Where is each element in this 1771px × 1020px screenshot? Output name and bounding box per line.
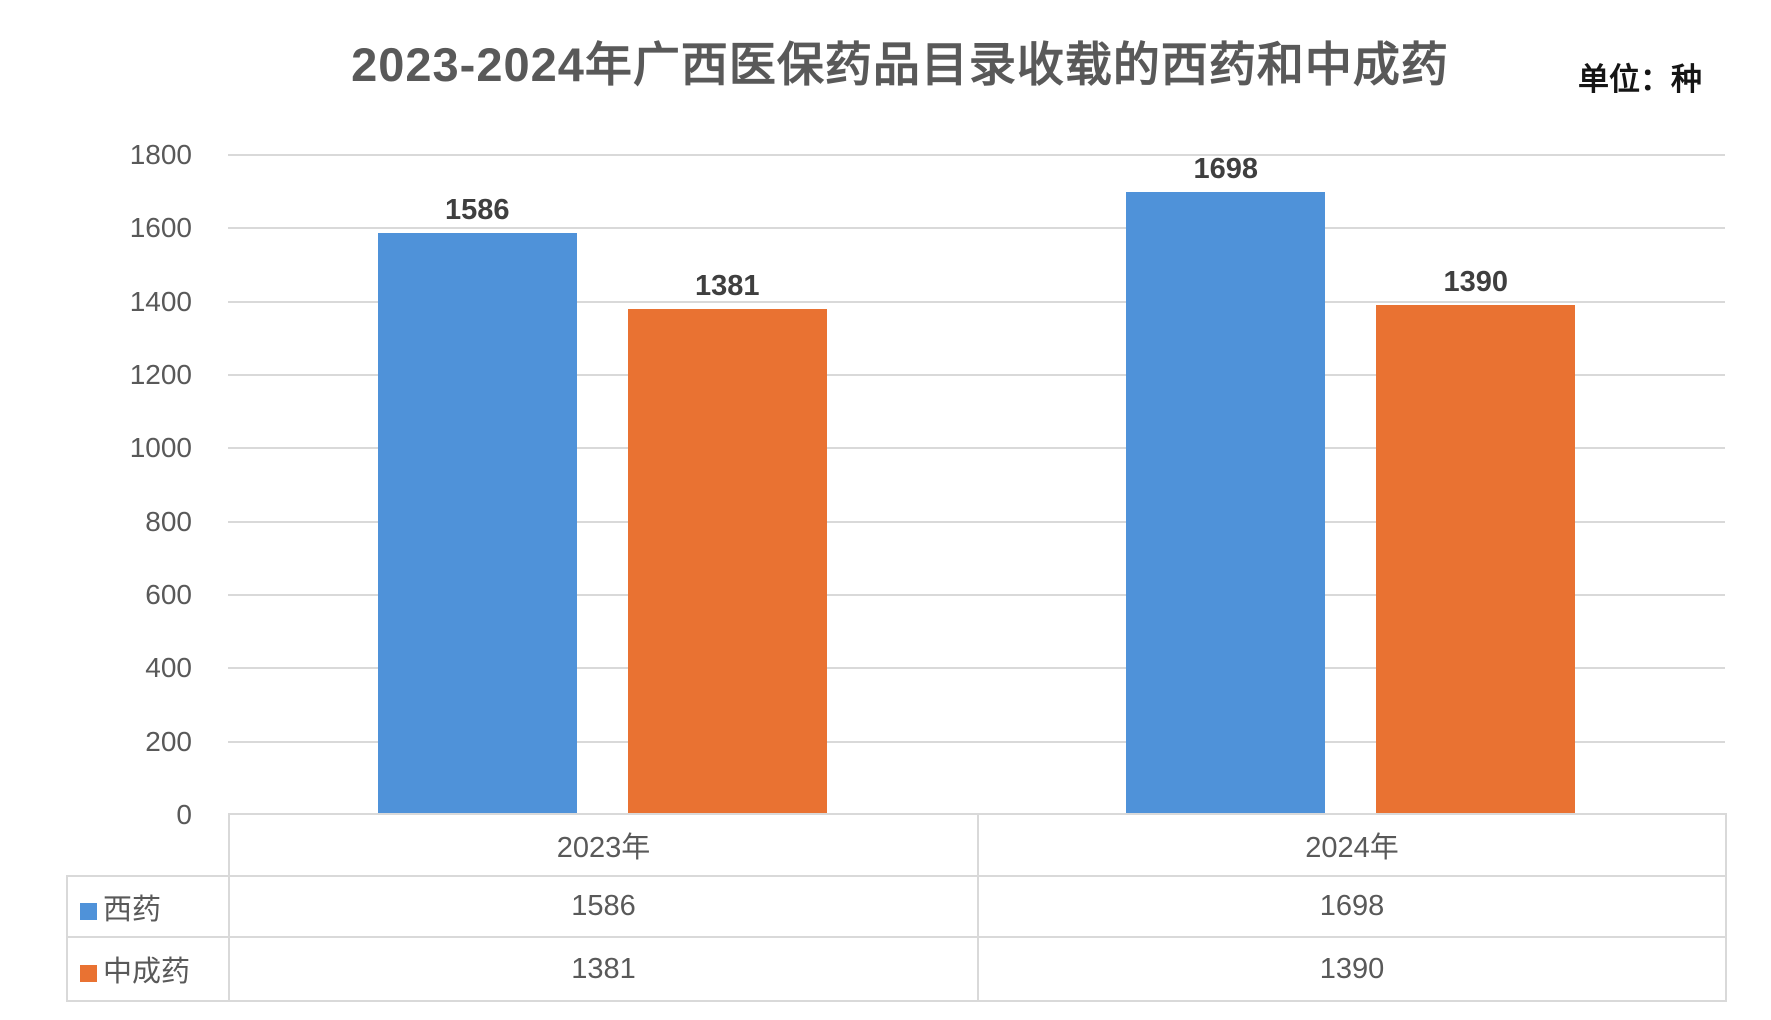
zhongchengyao-legend-swatch bbox=[80, 965, 97, 982]
y-axis-tick-label: 0 bbox=[176, 799, 192, 830]
bar-value-label: 1381 bbox=[694, 269, 760, 302]
gridline bbox=[228, 374, 1725, 376]
y-axis-tick-label: 1800 bbox=[129, 139, 192, 170]
table-category-header: 2023年 bbox=[228, 813, 979, 877]
y-axis-tick-label: 200 bbox=[145, 725, 192, 757]
table-value-cell: 1390 bbox=[977, 936, 1727, 1002]
y-axis-tick-label: 600 bbox=[145, 579, 192, 610]
table-legend-cell: 中成药 bbox=[66, 936, 230, 1002]
gridline bbox=[228, 447, 1725, 450]
xiyao-legend-swatch bbox=[80, 902, 97, 920]
bar-xiyao-2024年 bbox=[1126, 192, 1326, 815]
table-value-cell: 1698 bbox=[977, 875, 1727, 938]
bar-value-label: 1586 bbox=[444, 194, 510, 227]
gridline bbox=[228, 667, 1725, 670]
y-axis-tick-label: 1600 bbox=[129, 212, 192, 244]
gridline bbox=[228, 300, 1725, 303]
table-category-header: 2024年 bbox=[977, 813, 1727, 877]
y-axis-tick-label: 400 bbox=[145, 652, 192, 684]
series-name-label: 西药 bbox=[103, 893, 162, 926]
gridline bbox=[228, 740, 1725, 743]
table-row: 西药 1586 1698 bbox=[66, 875, 1727, 938]
gridline bbox=[228, 594, 1725, 596]
y-axis-tick-label: 1000 bbox=[129, 432, 192, 464]
y-axis-tick-label: 800 bbox=[145, 505, 192, 537]
series-name-label: 中成药 bbox=[103, 956, 191, 988]
y-axis-tick-label: 1400 bbox=[129, 285, 192, 317]
bar-xiyao-2023年 bbox=[377, 233, 577, 815]
bar-value-label: 1698 bbox=[1193, 153, 1258, 186]
y-axis-tick-label: 1200 bbox=[129, 359, 192, 390]
table-legend-cell: 西药 bbox=[66, 875, 230, 938]
bar-zhongchengyao-2023年 bbox=[627, 308, 827, 815]
table-header-row: 2023年 2024年 bbox=[67, 813, 1727, 877]
table-value-cell: 1381 bbox=[228, 936, 979, 1002]
bar-value-label: 1390 bbox=[1443, 266, 1508, 299]
bar-zhongchengyao-2024年 bbox=[1376, 305, 1576, 815]
data-table: 2023年 2024年西药 1586 1698 中成药 1381 1390 bbox=[66, 813, 1727, 1002]
chart-title: 2023-2024年广西医保药品目录收载的西药和中成药 bbox=[351, 38, 1449, 91]
table-row: 中成药 1381 1390 bbox=[66, 936, 1727, 1002]
table-value-cell: 1586 bbox=[228, 875, 979, 938]
gridline bbox=[228, 227, 1725, 230]
gridline bbox=[228, 154, 1725, 156]
unit-label: 单位：种 bbox=[1578, 62, 1702, 97]
table-corner-cell bbox=[67, 814, 229, 876]
gridline bbox=[228, 520, 1725, 523]
